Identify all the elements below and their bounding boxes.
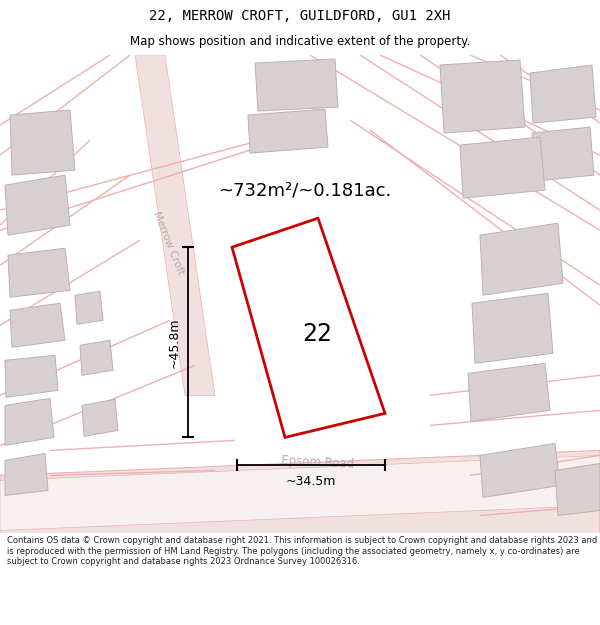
Polygon shape: [82, 399, 118, 436]
Text: Epsom Road: Epsom Road: [281, 454, 355, 471]
Polygon shape: [248, 109, 328, 153]
Text: ~45.8m: ~45.8m: [167, 317, 181, 368]
Polygon shape: [532, 127, 594, 181]
Polygon shape: [10, 303, 65, 348]
Text: Map shows position and indicative extent of the property.: Map shows position and indicative extent…: [130, 35, 470, 48]
Polygon shape: [440, 60, 525, 133]
Polygon shape: [472, 293, 553, 363]
Polygon shape: [232, 218, 385, 438]
Polygon shape: [255, 59, 338, 111]
Text: Merrow Croft: Merrow Croft: [151, 210, 185, 276]
Polygon shape: [468, 363, 550, 421]
Polygon shape: [5, 356, 58, 398]
Text: ~34.5m: ~34.5m: [286, 475, 336, 488]
Text: 22, MERROW CROFT, GUILDFORD, GU1 2XH: 22, MERROW CROFT, GUILDFORD, GU1 2XH: [149, 9, 451, 24]
Text: 22: 22: [302, 322, 332, 346]
Polygon shape: [5, 398, 54, 446]
Polygon shape: [480, 443, 560, 498]
Polygon shape: [5, 175, 70, 235]
Polygon shape: [5, 453, 48, 496]
Polygon shape: [460, 137, 545, 198]
Polygon shape: [75, 291, 103, 324]
Polygon shape: [555, 463, 600, 516]
Text: ~732m²/~0.181ac.: ~732m²/~0.181ac.: [218, 181, 392, 199]
Polygon shape: [80, 340, 113, 376]
Text: Contains OS data © Crown copyright and database right 2021. This information is : Contains OS data © Crown copyright and d…: [7, 536, 598, 566]
Polygon shape: [480, 223, 563, 295]
Polygon shape: [0, 456, 600, 531]
Polygon shape: [10, 110, 75, 175]
Polygon shape: [0, 451, 600, 536]
Polygon shape: [530, 65, 596, 123]
Polygon shape: [8, 248, 70, 298]
Polygon shape: [135, 55, 215, 396]
